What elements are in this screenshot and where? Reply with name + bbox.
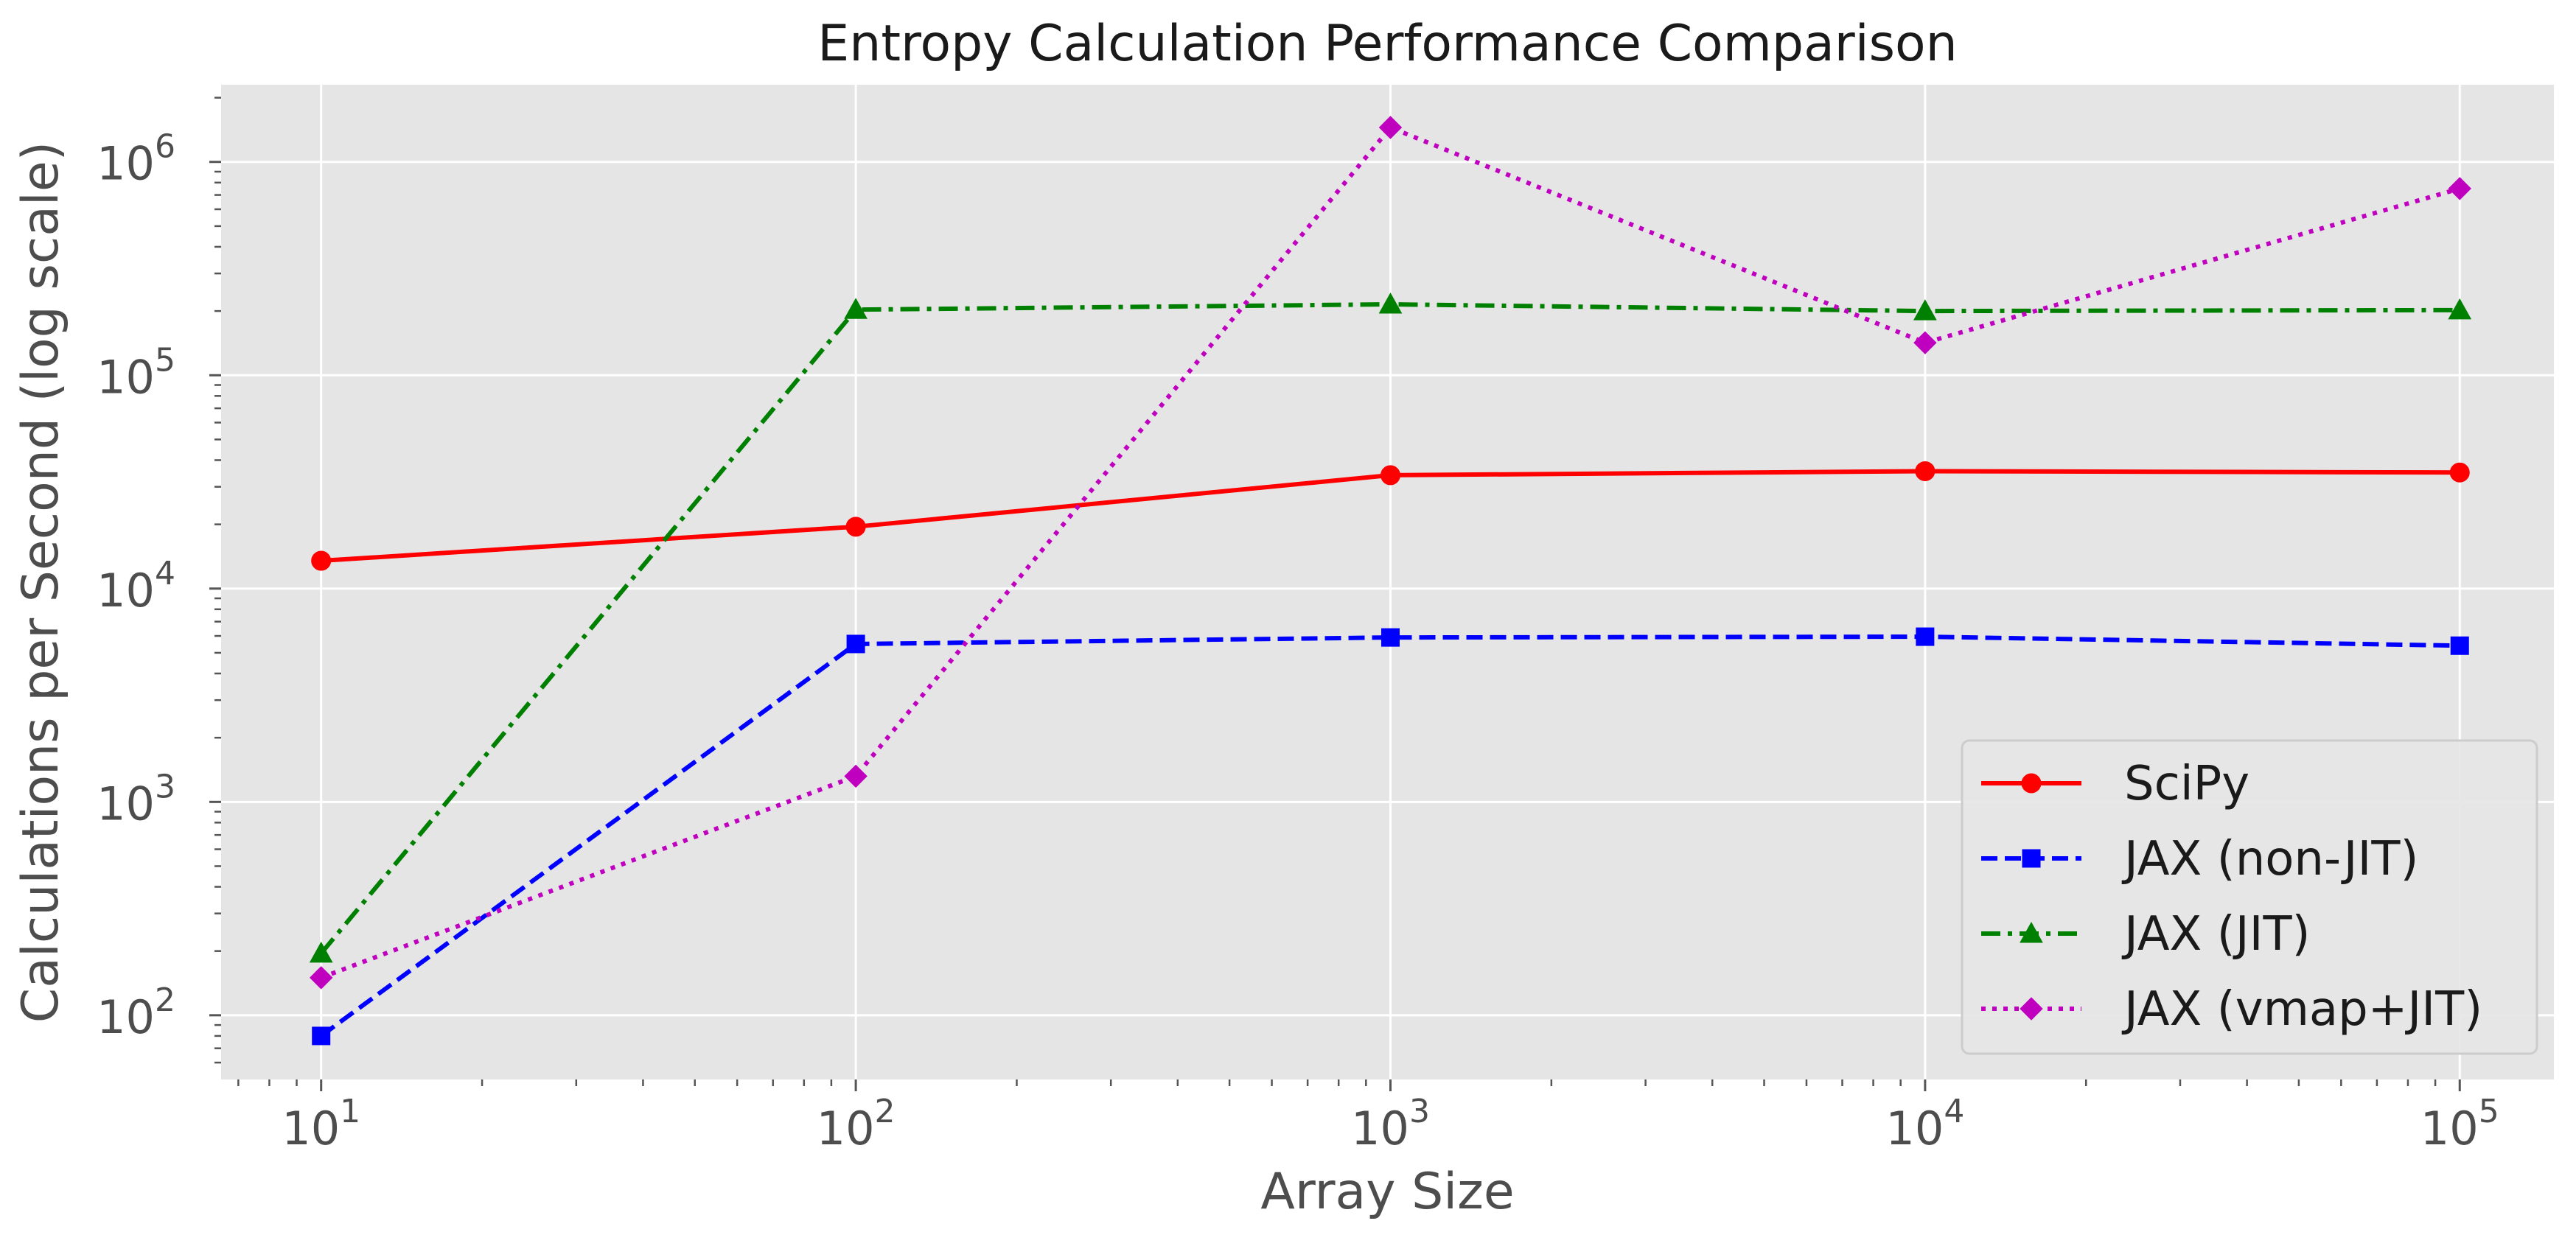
x-tick-label-base: 10 <box>2420 1102 2479 1155</box>
data-point <box>845 517 866 537</box>
series-layer <box>309 116 2472 1046</box>
legend-swatch-marker <box>2021 773 2042 794</box>
x-axis-label: Array Size <box>1260 1163 1514 1221</box>
chart-title: Entropy Calculation Performance Comparis… <box>817 15 1957 73</box>
x-tick-label-exponent: 5 <box>2479 1093 2499 1130</box>
series-jax-jit <box>309 292 2472 963</box>
y-tick-label-base: 10 <box>97 350 155 404</box>
x-axis-ticks: 101 102 103 104 105 <box>282 1079 2499 1155</box>
data-point <box>2448 177 2471 200</box>
legend-box <box>1961 739 2538 1055</box>
series-line <box>319 634 2460 1038</box>
legend-swatch-marker <box>2022 849 2041 868</box>
y-tick-label: 104 <box>97 555 175 617</box>
x-tick-label: 104 <box>1885 1093 1964 1155</box>
data-point <box>1381 628 1400 647</box>
data-point <box>1380 465 1400 486</box>
legend-label: JAX (non-JIT) <box>2121 832 2418 886</box>
y-tick-label-base: 10 <box>97 990 155 1044</box>
series-jax-vmap-jit <box>310 116 2471 990</box>
data-point <box>846 634 865 654</box>
legend: SciPy JAX (non-JIT) JAX (JIT) JAX (vmap+JIT… <box>1961 739 2538 1055</box>
legend-label: JAX (JIT) <box>2121 907 2311 962</box>
x-tick-label: 101 <box>282 1093 360 1155</box>
data-point <box>310 966 333 990</box>
y-tick-label: 103 <box>97 768 175 830</box>
legend-item: SciPy <box>1981 757 2249 811</box>
data-point <box>2450 636 2469 655</box>
data-point <box>1913 331 1937 354</box>
legend-label: SciPy <box>2124 757 2249 811</box>
minor-ticks <box>214 97 2437 1086</box>
legend-item: JAX (vmap+JIT) <box>1981 982 2482 1037</box>
data-point <box>2449 462 2470 483</box>
y-tick-label-exponent: 3 <box>155 768 175 805</box>
data-point <box>2448 298 2472 320</box>
data-point <box>844 298 868 319</box>
data-point <box>1378 116 1403 139</box>
data-point <box>309 941 333 963</box>
x-tick-label: 102 <box>817 1093 896 1155</box>
legend-swatch-marker <box>2020 921 2043 943</box>
x-tick-label-exponent: 1 <box>340 1093 360 1130</box>
legend-label: JAX (vmap+JIT) <box>2121 982 2482 1037</box>
legend-swatch-marker <box>2020 997 2043 1021</box>
legend-item: JAX (JIT) <box>1981 907 2311 962</box>
x-tick-label: 105 <box>2420 1093 2499 1155</box>
data-point <box>1913 299 1937 321</box>
y-tick-label-exponent: 6 <box>155 128 175 166</box>
data-point <box>1916 627 1935 646</box>
series-jax-non-jit <box>312 627 2469 1046</box>
data-point <box>1378 292 1403 314</box>
y-tick-label-base: 10 <box>97 777 155 830</box>
y-tick-label: 106 <box>97 128 175 191</box>
y-tick-label-base: 10 <box>97 564 155 617</box>
data-point <box>312 1026 331 1046</box>
data-point <box>844 764 868 788</box>
y-tick-label: 105 <box>97 341 175 404</box>
y-axis-label: Calculations per Second (log scale) <box>12 141 70 1023</box>
x-tick-label: 103 <box>1351 1093 1430 1155</box>
data-point <box>311 550 332 571</box>
y-tick-label-exponent: 4 <box>155 555 175 592</box>
x-tick-label-base: 10 <box>1885 1102 1944 1155</box>
data-point <box>1915 461 1936 481</box>
y-tick-label-base: 10 <box>97 137 155 191</box>
x-tick-label-exponent: 3 <box>1409 1093 1430 1130</box>
y-tick-label-exponent: 2 <box>155 981 175 1019</box>
x-tick-label-exponent: 4 <box>1944 1093 1964 1130</box>
x-tick-label-base: 10 <box>1351 1102 1409 1155</box>
y-tick-label-exponent: 5 <box>155 341 175 379</box>
y-tick-label: 102 <box>97 981 175 1044</box>
x-tick-label-base: 10 <box>817 1102 875 1155</box>
x-tick-label-base: 10 <box>282 1102 340 1155</box>
legend-item: JAX (non-JIT) <box>1981 832 2418 886</box>
series-scipy <box>311 461 2470 571</box>
x-tick-label-exponent: 2 <box>875 1093 896 1130</box>
